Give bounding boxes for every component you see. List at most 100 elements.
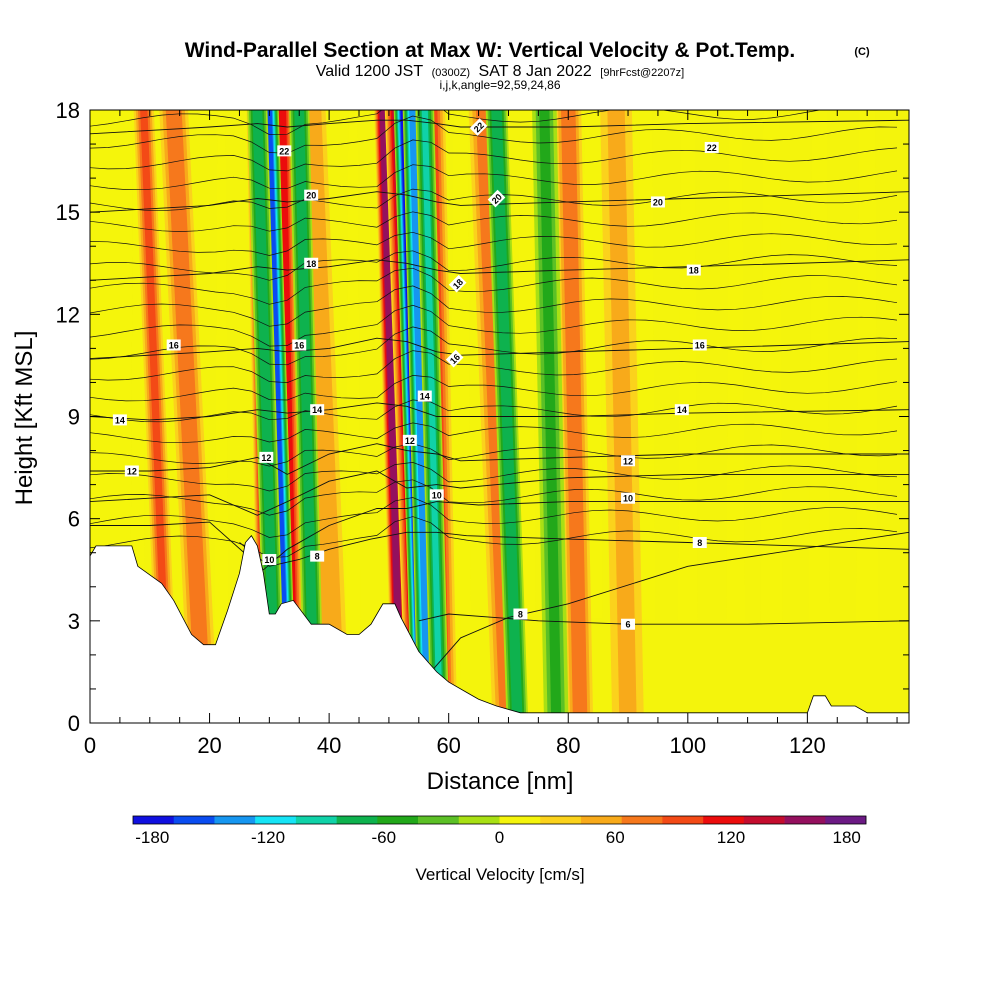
contour-label-bg — [513, 608, 528, 620]
contour-line — [239, 531, 909, 567]
colorbar-title: Vertical Velocity [cm/s] — [415, 865, 584, 884]
colorbar-tick-label: -180 — [135, 828, 169, 847]
updraft-band — [140, 110, 172, 723]
contour-label-bg — [292, 339, 307, 351]
contour-label-bg — [621, 618, 636, 630]
chart-title: Wind-Parallel Section at Max W: Vertical… — [185, 39, 796, 62]
contour-line — [90, 350, 898, 383]
contour-label: 14 — [310, 404, 325, 416]
contour-label: 14 — [674, 404, 689, 416]
contour-label: 20 — [650, 196, 665, 208]
weak-downdraft-patch — [677, 110, 699, 723]
weak-downdraft-patch — [855, 110, 880, 723]
contour-label-bg — [448, 274, 467, 293]
weak-downdraft-patch — [344, 110, 362, 723]
colorbar-ticks: -180 -120 -60 0 60 120 180 — [135, 828, 861, 847]
colorbar-tick-label: 180 — [833, 828, 861, 847]
contour-label: 6 — [621, 618, 636, 630]
contour-label-bg — [124, 465, 139, 477]
contour-label-text: 10 — [623, 494, 633, 504]
contour-label: 10 — [621, 492, 636, 504]
contour-line — [90, 501, 909, 571]
contour-label-text: 14 — [312, 405, 322, 415]
colorbar-swatch — [255, 816, 297, 824]
contour-line — [90, 267, 898, 305]
contour-label: 14 — [417, 390, 432, 402]
contour-line — [90, 250, 898, 281]
contour-label-bg — [166, 339, 181, 351]
y-tick-label: 18 — [56, 98, 80, 123]
contour-label-bg — [692, 537, 707, 549]
contour-line — [90, 259, 909, 281]
contour-label-bg — [621, 455, 636, 467]
contour-label-bg — [304, 189, 319, 201]
contour-label: 10 — [429, 489, 444, 501]
x-tick-label: 80 — [556, 733, 580, 758]
colorbar-tick-label: -120 — [251, 828, 285, 847]
contour-line — [90, 470, 909, 516]
chart-params: i,j,k,angle=92,59,24,86 — [439, 78, 560, 92]
colorbar-swatch — [662, 816, 704, 824]
weak-downdraft-patch — [213, 110, 230, 723]
contour-line — [90, 479, 898, 516]
updraft-band — [607, 110, 637, 723]
colorbar-swatch — [336, 816, 378, 824]
contour-label: 8 — [513, 608, 528, 620]
contour-label-text: 22 — [707, 143, 717, 153]
colorbar-swatch — [214, 816, 256, 824]
chart-subtitle: Valid 1200 JST (0300Z) SAT 8 Jan 2022 [9… — [316, 63, 684, 80]
colorbar — [132, 815, 867, 825]
contour-label-bg — [259, 451, 274, 463]
contour-label-bg — [277, 145, 292, 157]
contour-line — [90, 462, 898, 492]
contour-label: 22 — [277, 145, 292, 157]
contour-label-bg — [402, 434, 417, 446]
contour-label-text: 8 — [697, 538, 702, 548]
contour-line — [90, 231, 898, 256]
contour-line — [90, 119, 909, 135]
contour-label: 8 — [310, 550, 325, 562]
contour-label-bg — [469, 118, 488, 136]
contour-line — [90, 497, 898, 538]
contour-line — [90, 422, 898, 444]
contour-label-text: 18 — [689, 266, 699, 276]
contour-label-text: 10 — [432, 490, 442, 500]
colorbar-tick-label: 120 — [717, 828, 745, 847]
contour-label: 18 — [686, 264, 701, 276]
colorbar-swatch — [703, 816, 745, 824]
y-tick-label: 0 — [68, 711, 80, 736]
pot-temp-contours — [90, 110, 909, 673]
contour-label: 12 — [621, 455, 636, 467]
colorbar-swatch — [295, 816, 337, 824]
contour-label-bg — [621, 492, 636, 504]
weak-downdraft-patch — [807, 110, 831, 723]
contour-label-text: 8 — [315, 552, 320, 562]
contour-label-bg — [674, 404, 689, 416]
contour-label-text: 20 — [306, 191, 316, 201]
contour-label: 20 — [304, 189, 319, 201]
contour-label-bg — [417, 390, 432, 402]
contour-label: 8 — [692, 537, 707, 549]
contour-line — [90, 285, 898, 327]
contour-line — [90, 516, 898, 558]
x-tick-label: 0 — [84, 733, 96, 758]
contour-line — [430, 531, 909, 673]
contour-label-text: 18 — [306, 259, 316, 269]
contour-label-text: 14 — [115, 415, 125, 425]
contour-label-bg — [262, 554, 277, 566]
y-tick-label: 9 — [68, 405, 80, 430]
contour-label-text: 20 — [653, 197, 663, 207]
downdraft-band — [254, 110, 279, 723]
contour-label-text: 12 — [127, 466, 137, 476]
contour-label-text: 8 — [518, 610, 523, 620]
contour-label-text: 14 — [420, 392, 430, 402]
y-axis-ticks: 0 3 6 9 12 15 18 — [56, 98, 909, 736]
contour-label-text: 12 — [261, 453, 271, 463]
contour-label: 12 — [124, 465, 139, 477]
contour-label: 14 — [112, 414, 127, 426]
downdraft-band — [410, 110, 431, 723]
weak-downdraft-patch — [725, 110, 746, 723]
contour-label-text: 12 — [405, 436, 415, 446]
contour-label-bg — [704, 141, 719, 153]
